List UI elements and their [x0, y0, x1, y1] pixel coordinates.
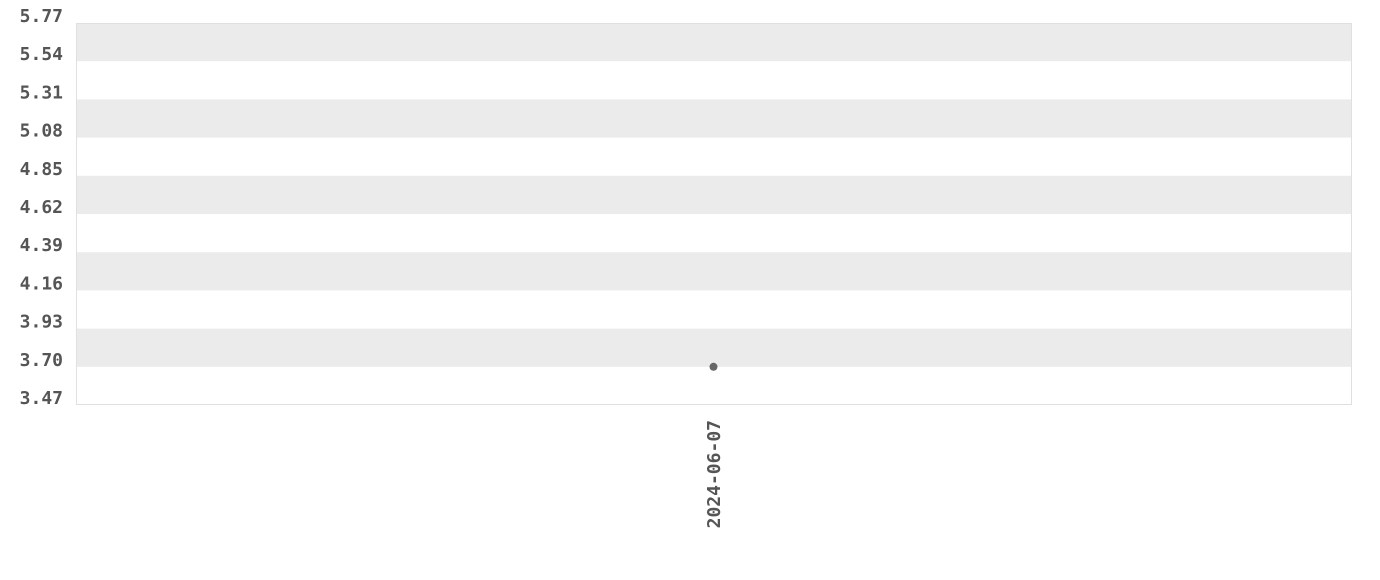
y-tick-label: 5.31	[20, 82, 63, 103]
y-tick-label: 5.08	[20, 121, 63, 142]
plot-border	[76, 23, 1352, 405]
grid-band	[76, 175, 1352, 214]
grid-band	[76, 328, 1352, 367]
y-tick-label: 3.70	[20, 350, 63, 371]
grid-band	[76, 99, 1352, 138]
y-tick-label: 4.85	[20, 159, 63, 180]
grid-band	[76, 252, 1352, 291]
y-tick-label: 5.54	[20, 44, 64, 65]
y-tick-label: 4.16	[20, 273, 63, 294]
data-point	[709, 362, 718, 371]
y-tick-label: 3.47	[20, 388, 63, 409]
y-tick-label: 3.93	[20, 312, 63, 333]
grid-band	[76, 23, 1352, 62]
y-tick-label: 4.39	[20, 235, 63, 256]
y-tick-label: 4.62	[20, 197, 63, 218]
x-tick-label: 2024-06-07	[704, 420, 725, 528]
y-tick-label: 5.77	[20, 6, 63, 27]
